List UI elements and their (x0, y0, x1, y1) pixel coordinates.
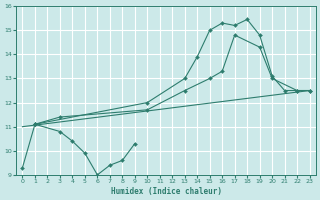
X-axis label: Humidex (Indice chaleur): Humidex (Indice chaleur) (110, 187, 221, 196)
